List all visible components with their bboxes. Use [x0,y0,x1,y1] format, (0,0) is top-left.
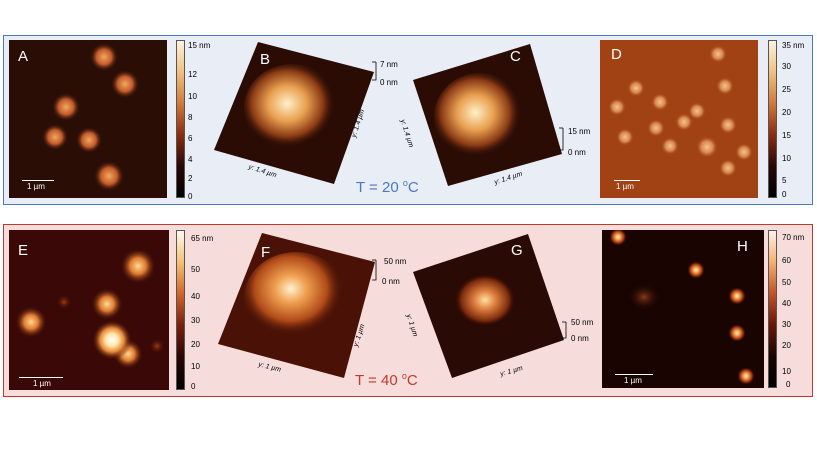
cbar-tick: 10 [191,362,200,371]
panel-letter: F [261,244,271,261]
cbar-tick: 50 [782,278,791,287]
cbar-tick: 15 [782,131,791,140]
scale-bar-label: 1 µm [616,182,634,191]
afm-image-e-graphic [15,248,165,369]
cbar-tick: 12 [188,70,197,79]
temperature-value: T = 20 [356,179,399,196]
cbar-tick: 15 nm [188,41,211,50]
z-scale-top: 50 nm [571,318,594,327]
afm-image-d: D 1 µm [600,40,758,198]
colorbar-a [176,40,185,198]
cbar-tick: 6 [188,134,193,143]
afm-image-h-graphic [609,230,755,385]
afm-image-d-graphic [608,45,753,177]
scale-bar [615,374,653,376]
cbar-tick: 20 [782,341,791,350]
z-scale-top: 15 nm [568,127,591,136]
colorbar-h [768,230,777,388]
afm-image-e: E 1 µm [9,230,169,390]
cbar-tick: 40 [191,292,200,301]
cbar-tick: 50 [191,265,200,274]
cbar-tick: 8 [188,113,193,122]
cbar-tick: 20 [782,108,791,117]
cbar-tick: 4 [188,155,193,164]
cbar-tick: 0 [188,192,193,201]
scale-bar-label: 1 µm [33,379,51,388]
cbar-tick: 40 [782,299,791,308]
cbar-tick: 0 [782,190,787,199]
cbar-tick: 30 [782,62,791,71]
z-scale-top: 7 nm [380,60,398,69]
panel-letter: E [18,242,29,259]
colorbar-e [176,230,185,390]
cbar-tick: 25 [782,85,791,94]
cbar-tick: 0 [191,382,196,391]
afm-image-h: H 1 µm [602,230,764,388]
cbar-tick: 10 [782,367,791,376]
scale-bar [614,180,640,182]
cbar-tick: 60 [782,256,791,265]
degree-symbol: o [402,178,408,188]
afm-image-a: A 1 µm [9,40,167,198]
cbar-tick: 30 [782,320,791,329]
degree-symbol: o [401,371,407,381]
temperature-value: T = 40 [355,372,398,389]
temperature-unit: C [407,179,419,196]
cbar-tick: 35 nm [782,41,805,50]
scale-bar [19,377,63,379]
temperature-label-bottom: T = 40 oC [355,371,418,389]
cbar-tick: 70 nm [782,233,805,242]
temperature-label-top: T = 20 oC [356,178,419,196]
panel-letter: D [611,46,622,63]
cbar-tick: 2 [188,174,193,183]
scale-bar-label: 1 µm [27,182,45,191]
scale-bar-label: 1 µm [624,376,642,385]
panel-letter: B [260,51,271,68]
panel-letter: C [510,48,521,65]
cbar-tick: 30 [191,316,200,325]
cbar-tick: 20 [191,340,200,349]
cbar-tick: 10 [188,92,197,101]
afm-image-a-graphic [42,43,139,191]
z-scale-bottom: 0 nm [568,148,586,157]
scale-bar [22,180,54,182]
cbar-tick: 5 [782,176,787,185]
cbar-tick: 0 [786,380,791,389]
temperature-unit: C [406,372,418,389]
panel-letter: H [737,238,748,255]
z-scale-bottom: 0 nm [571,334,589,343]
cbar-tick: 10 [782,154,791,163]
panel-letter: A [18,48,29,65]
z-scale-top: 50 nm [384,257,407,266]
colorbar-d [768,40,777,198]
z-scale-bottom: 0 nm [382,277,400,286]
cbar-tick: 65 nm [191,234,214,243]
z-scale-bottom: 0 nm [380,78,398,87]
panel-letter: G [511,242,523,259]
